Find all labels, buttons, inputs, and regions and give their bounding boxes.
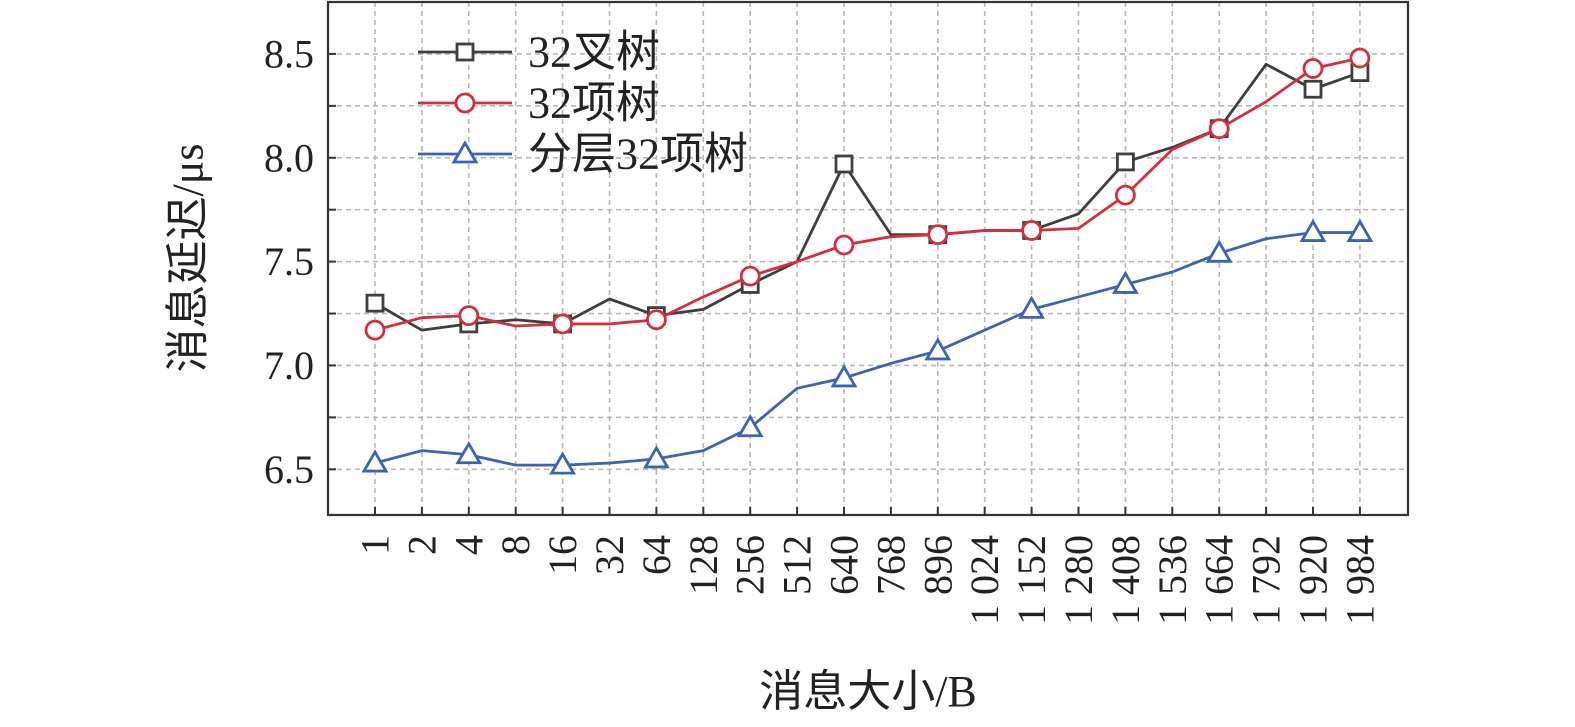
y-axis-title: 消息延迟/μs: [164, 144, 213, 373]
legend-label: 32叉树: [528, 28, 660, 77]
x-tick-label: 1 024: [962, 535, 1007, 625]
x-tick-label: 1: [353, 535, 398, 555]
legend-marker-circle: [454, 92, 476, 114]
x-tick-label: 1 152: [1009, 535, 1054, 625]
data-point-circle: [927, 224, 949, 246]
data-point-circle: [833, 234, 855, 256]
legend-label: 分层32项树: [528, 130, 748, 179]
legend-marker-triangle: [451, 140, 479, 164]
data-point-triangle: [1018, 295, 1046, 319]
y-tick-label: 6.5: [264, 447, 314, 492]
data-point-circle: [552, 313, 573, 335]
x-axis-title: 消息大小/B: [759, 667, 977, 716]
data-point-square: [365, 293, 385, 313]
series-square: [365, 62, 1370, 334]
x-tick-label: 32: [587, 535, 632, 575]
data-point-circle: [1115, 184, 1136, 206]
series-layer: [361, 47, 1374, 475]
y-tick-label: 8.0: [264, 135, 314, 180]
data-point-triangle: [1111, 270, 1139, 294]
x-tick-label: 1 984: [1337, 535, 1382, 625]
x-tick-label: 4: [446, 535, 491, 555]
y-tick-labels: 6.5 7.0 7.5 8.0 8.5: [264, 31, 314, 491]
x-tick-label: 1 536: [1150, 535, 1195, 625]
data-point-triangle: [1346, 218, 1374, 242]
data-point-circle: [1021, 220, 1042, 241]
legend-item: 分层32项树: [418, 130, 748, 179]
data-point-circle: [458, 305, 480, 327]
legend-label: 32项树: [528, 79, 660, 128]
axis-ticks: [328, 52, 1361, 515]
series-line: [374, 231, 1360, 467]
data-point-circle: [1349, 47, 1371, 69]
data-point-circle: [646, 309, 667, 331]
data-point-square: [834, 154, 854, 174]
x-tick-label: 64: [634, 535, 679, 575]
x-tick-label: 1 792: [1244, 535, 1289, 625]
data-point-triangle: [736, 413, 764, 438]
series-line: [374, 56, 1361, 332]
data-point-triangle: [1299, 218, 1327, 242]
series-circle: [364, 47, 1371, 341]
series-triangle: [361, 218, 1374, 475]
data-point-triangle: [642, 445, 670, 469]
y-tick-label: 7.5: [264, 239, 314, 284]
data-point-triangle: [549, 451, 577, 475]
x-tick-label: 128: [681, 535, 726, 595]
x-tick-label: 768: [868, 535, 913, 595]
x-tick-label: 1 920: [1291, 535, 1336, 625]
grid-lines: [328, 2, 1408, 515]
data-point-triangle: [361, 449, 389, 473]
y-tick-label: 8.5: [264, 31, 314, 76]
x-tick-label: 640: [822, 535, 867, 595]
legend-item: 32叉树: [418, 28, 660, 77]
data-point-circle: [364, 319, 386, 341]
plot-frame: [326, 0, 1410, 517]
x-tick-label: 1 280: [1056, 535, 1101, 625]
x-tick-labels: 1 2 4 8 16 32 64 128 256 512 640 768 896 1 024 1 152 1 …: [353, 535, 1383, 625]
x-tick-label: 1 664: [1197, 535, 1242, 625]
x-tick-label: 16: [540, 535, 585, 575]
legend-item: 32项树: [418, 79, 660, 128]
data-point-circle: [739, 265, 761, 287]
x-tick-label: 8: [493, 535, 538, 555]
data-point-triangle: [924, 337, 952, 361]
x-tick-label: 896: [915, 535, 960, 595]
data-point-triangle: [830, 364, 858, 388]
data-point-square: [1116, 152, 1135, 172]
data-point-circle: [1208, 118, 1230, 140]
y-tick-label: 7.0: [264, 343, 314, 388]
x-tick-label: 512: [775, 535, 820, 595]
legend-marker-square: [455, 42, 475, 62]
data-point-square: [1303, 79, 1323, 99]
x-tick-label: 256: [728, 535, 773, 595]
data-point-triangle: [1205, 239, 1233, 263]
series-line: [374, 62, 1361, 332]
data-point-triangle: [455, 440, 483, 465]
data-point-circle: [1302, 58, 1324, 79]
x-tick-label: 2: [399, 535, 444, 555]
x-tick-label: 1 408: [1103, 535, 1148, 625]
